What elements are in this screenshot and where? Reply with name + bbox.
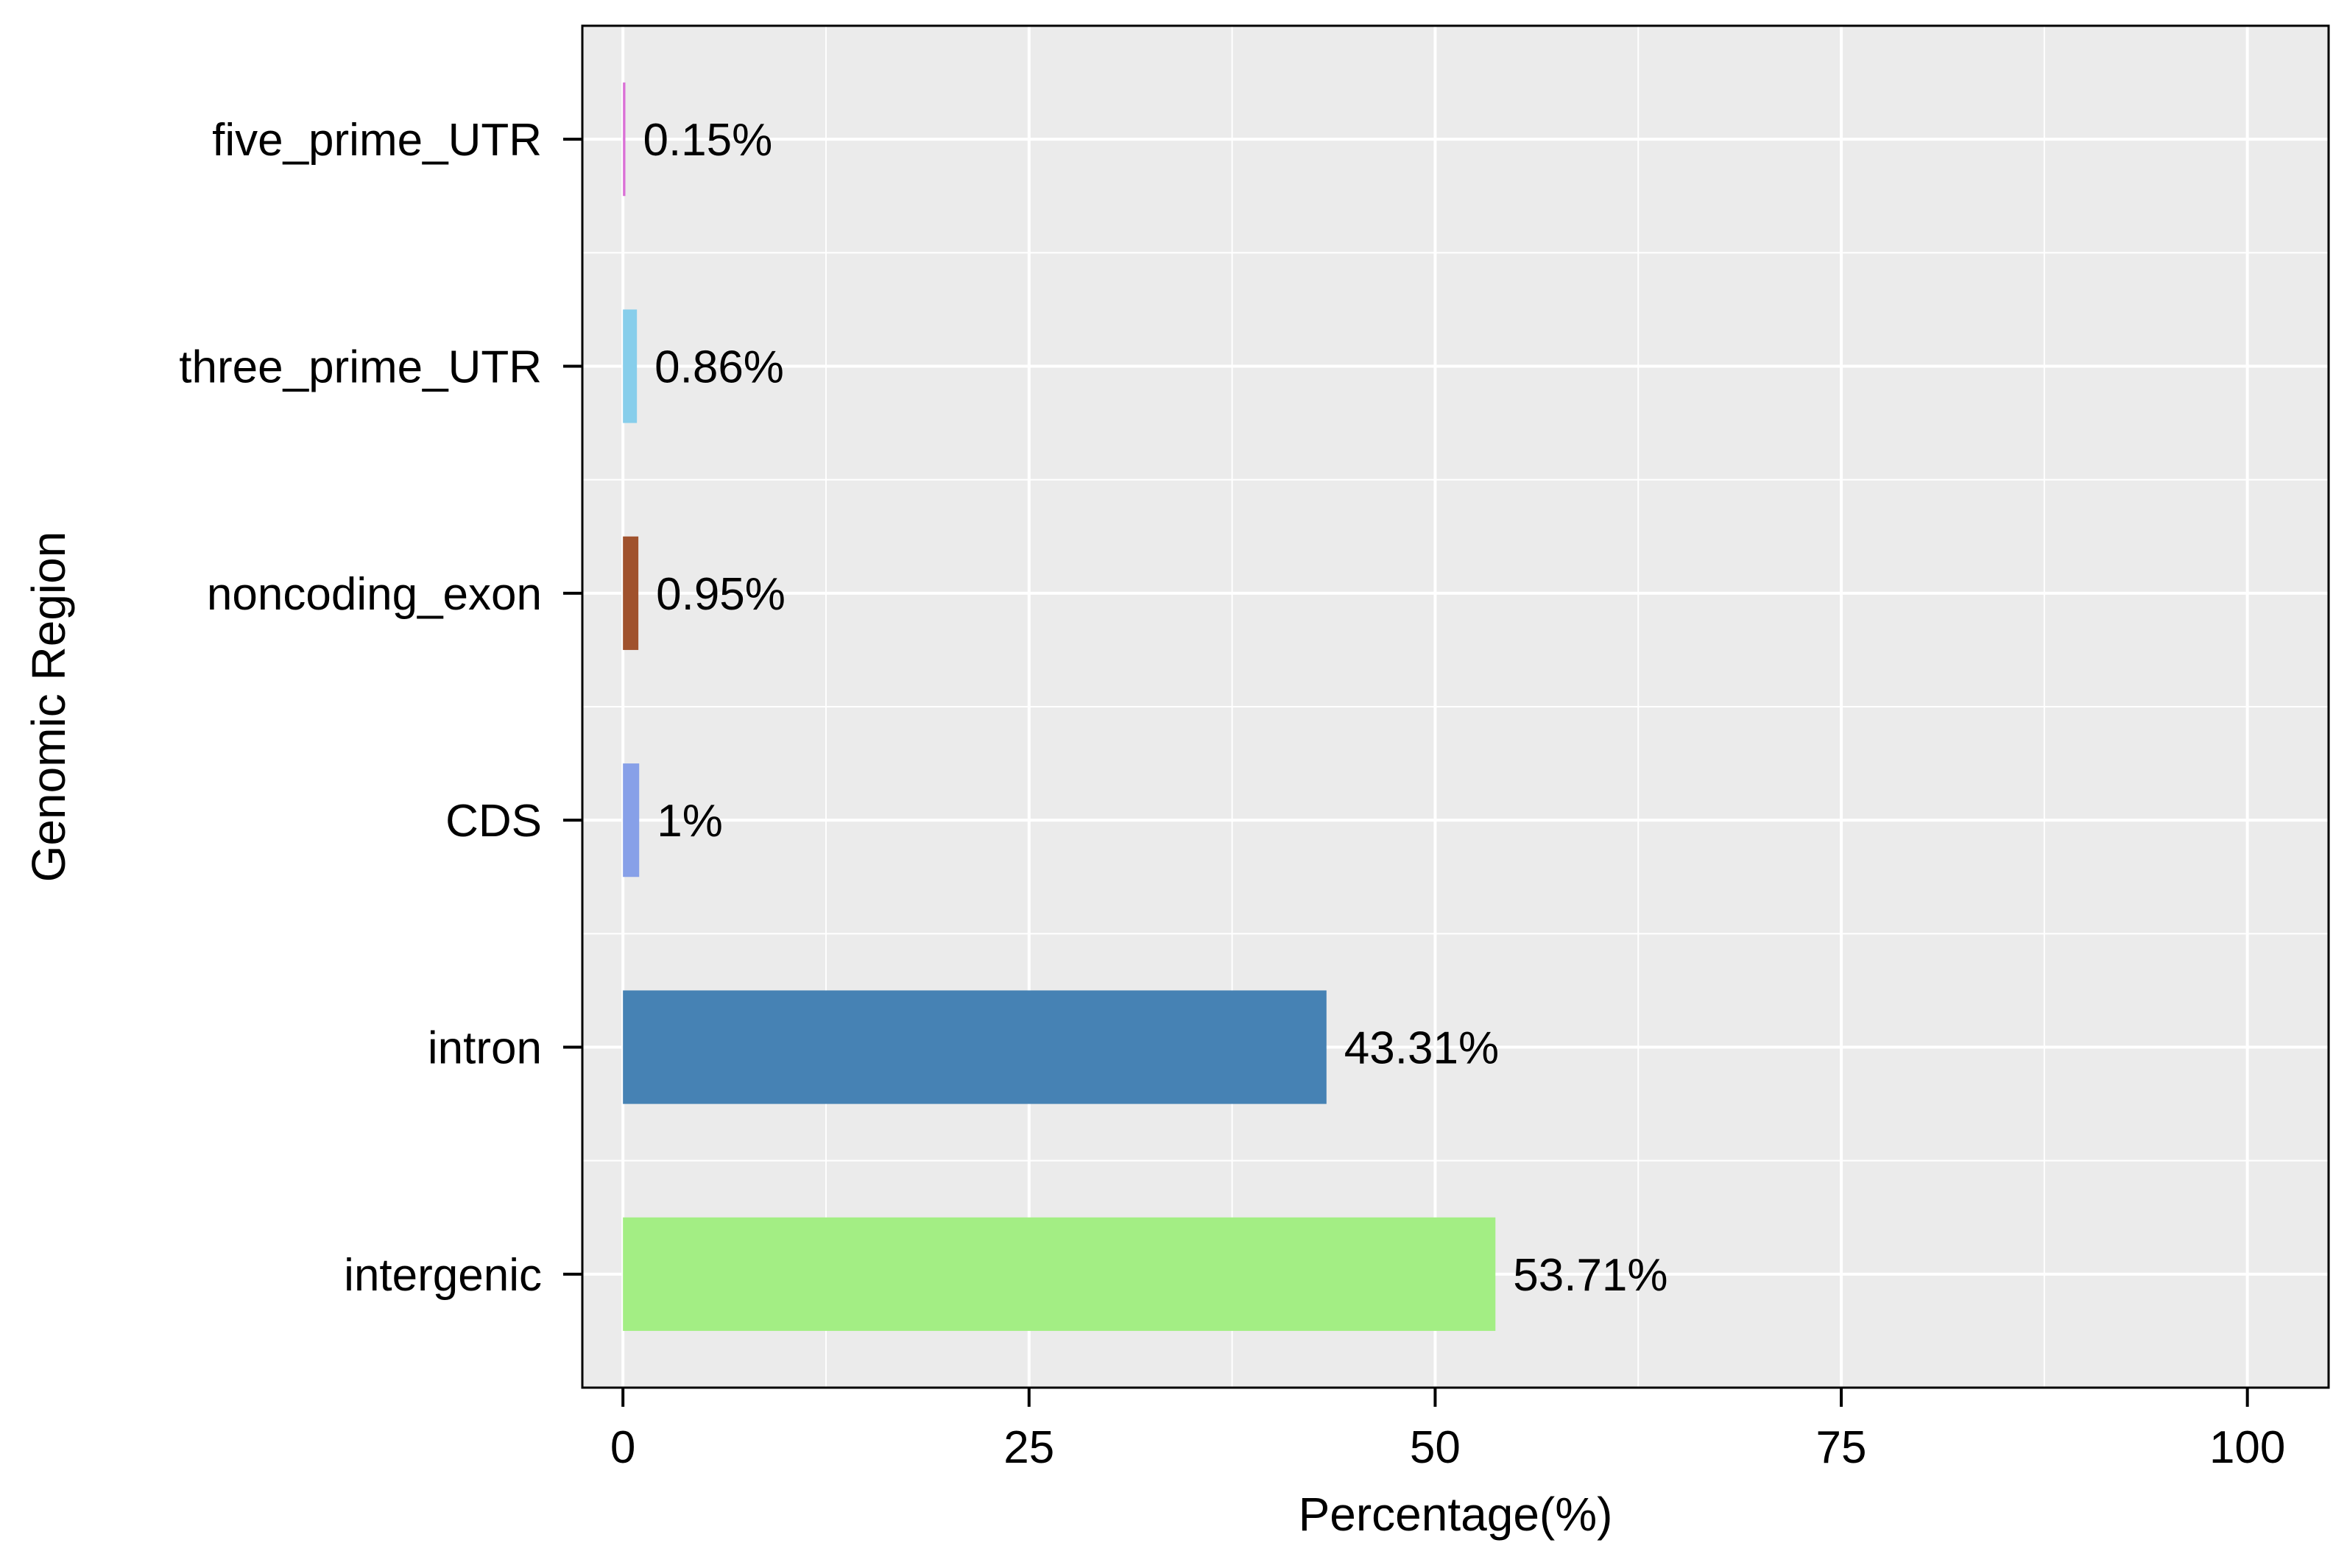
- y-tick-label-intergenic: intergenic: [344, 1250, 542, 1301]
- y-tick-label-noncoding_exon: noncoding_exon: [207, 569, 542, 620]
- grid-layer: [582, 26, 2329, 1388]
- x-axis-title: Percentage(%): [1299, 1488, 1613, 1541]
- y-tick-label-CDS: CDS: [445, 796, 542, 847]
- x-tick-label-50: 50: [1410, 1422, 1461, 1473]
- x-tick-label-75: 75: [1816, 1422, 1867, 1473]
- data-label-intergenic: 53.71%: [1513, 1250, 1667, 1301]
- plot-panel-border: [581, 24, 2330, 1389]
- bar-CDS: [623, 763, 640, 877]
- data-label-CDS: 1%: [657, 796, 723, 847]
- y-axis-title: Genomic Region: [22, 532, 75, 883]
- bar-five_prime_UTR: [623, 82, 626, 197]
- y-tick-label-intron: intron: [428, 1023, 542, 1074]
- bar-intergenic: [623, 1217, 1496, 1331]
- bar-three_prime_UTR: [623, 309, 638, 423]
- x-tick-label-0: 0: [610, 1422, 635, 1473]
- y-axis: five_prime_UTR three_prime_UTR noncoding_e…: [179, 115, 582, 1301]
- y-tick-label-three_prime_UTR: three_prime_UTR: [179, 342, 542, 393]
- data-label-five_prime_UTR: 0.15%: [643, 115, 772, 166]
- y-tick-label-five_prime_UTR: five_prime_UTR: [212, 115, 542, 166]
- data-label-three_prime_UTR: 0.86%: [654, 342, 784, 393]
- bar-noncoding_exon: [623, 536, 639, 650]
- data-labels-layer: 0.15% 0.86% 0.95% 1% 43.31% 53.71%: [643, 115, 1667, 1301]
- bar-intron: [623, 990, 1327, 1104]
- x-tick-label-25: 25: [1003, 1422, 1054, 1473]
- bars-layer: [623, 82, 1496, 1331]
- data-label-noncoding_exon: 0.95%: [656, 569, 786, 620]
- x-tick-label-100: 100: [2209, 1422, 2285, 1473]
- data-label-intron: 43.31%: [1344, 1023, 1499, 1074]
- x-axis: 0 25 50 75 100: [610, 1388, 2285, 1473]
